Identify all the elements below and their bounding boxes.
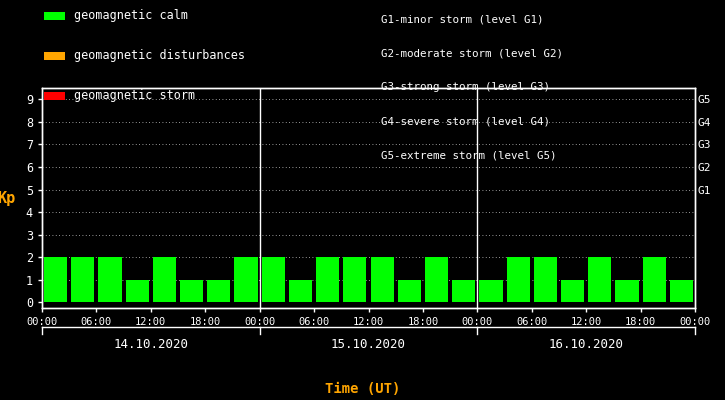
Text: 15.10.2020: 15.10.2020 <box>331 338 406 351</box>
Text: geomagnetic storm: geomagnetic storm <box>74 90 195 102</box>
Text: Kp: Kp <box>0 190 15 206</box>
Bar <box>398 280 421 302</box>
Text: 14.10.2020: 14.10.2020 <box>113 338 188 351</box>
Text: 16.10.2020: 16.10.2020 <box>549 338 624 351</box>
Bar <box>262 257 285 302</box>
Bar <box>452 280 476 302</box>
Bar <box>99 257 122 302</box>
Bar <box>534 257 557 302</box>
Bar <box>588 257 611 302</box>
Bar <box>71 257 94 302</box>
Bar <box>316 257 339 302</box>
Text: Time (UT): Time (UT) <box>325 382 400 396</box>
Bar <box>642 257 666 302</box>
Bar <box>289 280 312 302</box>
Text: G4-severe storm (level G4): G4-severe storm (level G4) <box>381 116 550 126</box>
Bar <box>344 257 366 302</box>
Bar <box>207 280 231 302</box>
Bar <box>370 257 394 302</box>
Bar <box>234 257 257 302</box>
Bar <box>425 257 448 302</box>
Bar <box>616 280 639 302</box>
Text: geomagnetic disturbances: geomagnetic disturbances <box>74 50 245 62</box>
Bar <box>180 280 203 302</box>
Bar <box>153 257 176 302</box>
Text: G1-minor storm (level G1): G1-minor storm (level G1) <box>381 14 543 24</box>
Text: G5-extreme storm (level G5): G5-extreme storm (level G5) <box>381 150 556 160</box>
Text: G3-strong storm (level G3): G3-strong storm (level G3) <box>381 82 550 92</box>
Bar <box>561 280 584 302</box>
Bar <box>44 257 67 302</box>
Bar <box>479 280 502 302</box>
Text: geomagnetic calm: geomagnetic calm <box>74 10 188 22</box>
Bar <box>125 280 149 302</box>
Bar <box>670 280 693 302</box>
Bar <box>507 257 530 302</box>
Text: G2-moderate storm (level G2): G2-moderate storm (level G2) <box>381 48 563 58</box>
